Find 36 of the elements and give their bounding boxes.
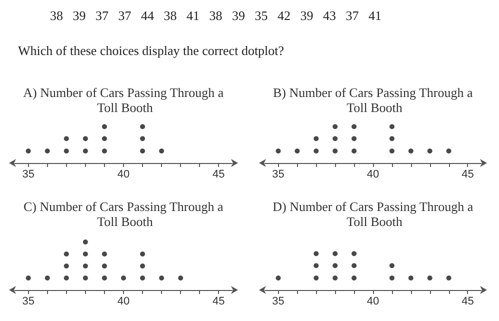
x-tick-label: 40 [366, 168, 380, 180]
point [140, 252, 146, 256]
x-tick-label: 40 [366, 296, 380, 308]
point [140, 276, 146, 280]
point [121, 276, 126, 280]
point [102, 264, 107, 268]
point [140, 264, 146, 268]
point [82, 252, 88, 256]
x-tick-label: 45 [212, 168, 225, 180]
point [82, 240, 88, 244]
point [44, 276, 50, 280]
point [64, 276, 69, 280]
point [64, 252, 69, 256]
chart-title: A) Number of Cars Passing Through a Toll Booth [23, 85, 227, 115]
chart-title: D) Number of Cars Passing Through a Toll Booth [272, 199, 476, 229]
x-tick-label: 40 [117, 296, 130, 308]
point [26, 276, 31, 280]
x-tick-label: 35 [272, 296, 284, 308]
chart-title: C) Number of Cars Passing Through a Toll Booth [23, 199, 227, 229]
point [82, 264, 88, 268]
x-tick-label: 40 [117, 168, 130, 180]
text: 38 39 37 37 44 38 41 38 39 35 42 39 43 37 41 [50, 8, 382, 24]
x-tick-label: 45 [212, 296, 225, 308]
point [178, 276, 184, 280]
x-tick-label: 45 [462, 168, 474, 180]
x-tick-label: 35 [22, 168, 34, 180]
chart-title: B) Number of Cars Passing Through a Toll Booth [272, 85, 476, 115]
point [82, 276, 88, 280]
point [102, 252, 107, 256]
point [102, 276, 107, 280]
text: Which of these choices display the correct dotplot? [18, 43, 284, 59]
x-tick-label: 35 [22, 296, 34, 308]
point [159, 276, 164, 280]
x-tick-label: 35 [272, 168, 284, 180]
x-tick-label: 45 [462, 296, 474, 308]
point [64, 264, 69, 268]
